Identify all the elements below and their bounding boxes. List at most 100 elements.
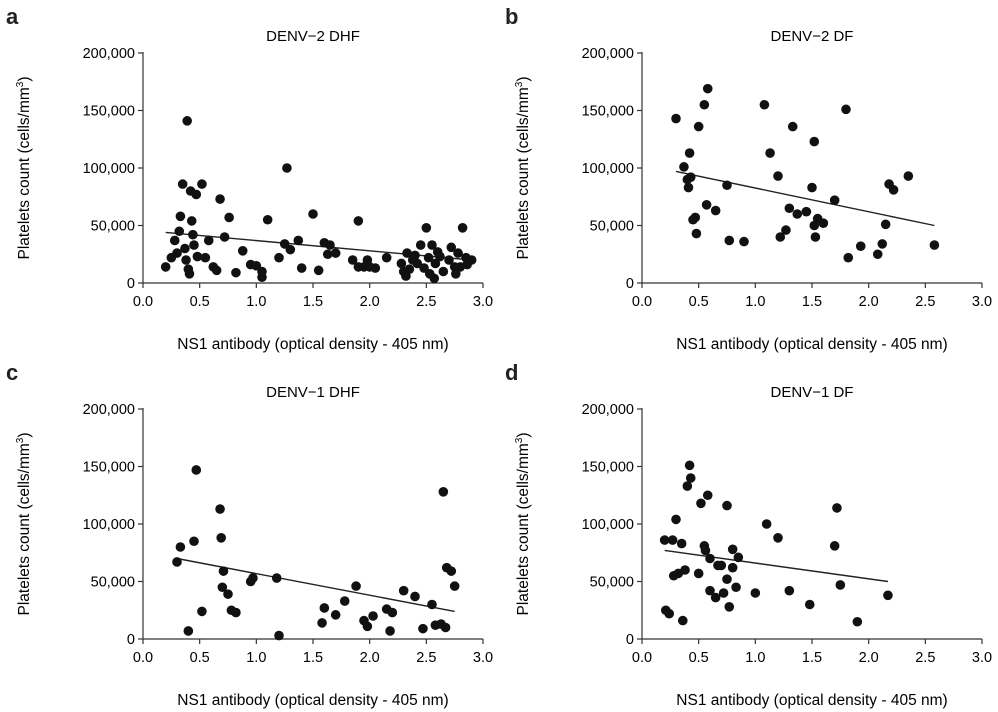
x-tick-label: 2.0 [360, 650, 380, 666]
data-point [169, 235, 180, 246]
y-tick-label: 50,000 [590, 575, 634, 591]
y-tick-label: 0 [127, 276, 135, 292]
panel-letter: a [6, 4, 19, 29]
data-point [197, 179, 207, 189]
data-point [718, 588, 729, 598]
data-point [410, 591, 420, 602]
data-point [731, 582, 741, 593]
data-point [160, 262, 171, 272]
panel-letter: c [6, 360, 19, 385]
data-point [219, 232, 230, 242]
data-point [317, 618, 327, 628]
data-point [203, 235, 214, 246]
data-point [182, 116, 192, 126]
data-point [285, 244, 296, 255]
data-point [710, 205, 721, 216]
data-point [684, 460, 695, 471]
data-point [700, 545, 711, 556]
panel-c: c DENV−1 DHF 0 50,000 100,000 150,000 200,000… [0, 356, 499, 712]
data-point [724, 602, 735, 612]
data-point [765, 148, 775, 158]
data-point [684, 148, 695, 158]
y-tick-label: 50,000 [91, 575, 135, 591]
data-point [444, 255, 454, 265]
data-point [781, 225, 791, 235]
x-axis-label: NS1 antibody (optical density - 405 nm) [676, 336, 947, 353]
y-axis-label: Platelets count (cells/mm3) [514, 432, 532, 615]
data-point [446, 566, 457, 576]
data-point [430, 258, 441, 269]
data-point [192, 251, 203, 262]
data-point [224, 212, 234, 223]
data-point [750, 588, 761, 598]
trend-line [165, 231, 472, 261]
data-point [427, 240, 437, 250]
y-tick-label: 50,000 [91, 219, 135, 235]
trend-line [664, 549, 889, 583]
data-point [702, 490, 713, 501]
data-point [676, 538, 687, 549]
data-point [183, 626, 194, 636]
data-point [690, 212, 701, 223]
data-point [381, 252, 392, 263]
data-point [705, 553, 715, 564]
panel-a: a DENV−2 DHF 0 50,000 100,000 150,000 200,000… [0, 0, 499, 356]
x-tick-label: 0.0 [632, 294, 652, 310]
data-point [175, 211, 186, 222]
chart-title: DENV−2 DF [771, 28, 854, 45]
scatter-plot-c: DENV−1 DHF 0 50,000 100,000 150,000 200,000 0.… [15, 384, 493, 709]
data-point [710, 592, 721, 603]
data-point [189, 536, 199, 547]
data-point [370, 263, 381, 273]
x-axis-label: NS1 antibody (optical density - 405 nm) [177, 336, 448, 353]
panel-letter: d [505, 360, 519, 385]
data-point [680, 565, 690, 575]
x-tick-label: 0.5 [190, 294, 210, 310]
x-tick-label: 2.5 [416, 650, 436, 666]
data-point [702, 83, 713, 94]
data-point [274, 630, 284, 641]
x-tick-label: 3.0 [473, 294, 493, 310]
x-tick-label: 2.5 [915, 650, 935, 666]
y-tick-label: 200,000 [83, 46, 135, 62]
y-tick-label: 50,000 [590, 219, 634, 235]
data-point [308, 209, 318, 219]
data-point [733, 552, 744, 563]
x-tick-label: 1.5 [802, 294, 822, 310]
data-point [671, 113, 681, 124]
data-point [659, 535, 670, 545]
data-point [877, 239, 888, 249]
x-tick-label: 1.0 [246, 650, 266, 666]
data-point [351, 581, 361, 591]
data-point [727, 544, 738, 555]
data-point [216, 533, 226, 543]
data-point [429, 273, 440, 284]
data-point [440, 622, 451, 633]
y-tick-label: 150,000 [582, 460, 634, 476]
data-point [841, 104, 851, 115]
x-tick-label: 3.0 [972, 650, 992, 666]
data-point [722, 180, 732, 191]
data-point [218, 566, 229, 576]
data-point [451, 269, 461, 279]
data-point [248, 573, 258, 583]
data-point [412, 258, 423, 269]
x-tick-label: 2.5 [416, 294, 436, 310]
y-tick-label: 150,000 [582, 104, 634, 120]
data-point [773, 171, 783, 181]
data-point [174, 226, 185, 237]
data-point [784, 203, 795, 214]
data-point [368, 611, 378, 621]
data-point [880, 219, 891, 230]
data-point [775, 232, 786, 242]
data-point [175, 542, 186, 552]
data-point [330, 610, 341, 620]
y-tick-label: 150,000 [83, 104, 135, 120]
data-point [872, 249, 883, 260]
data-point [180, 243, 190, 254]
data-point [271, 573, 282, 583]
x-tick-label: 1.0 [246, 294, 266, 310]
data-point [339, 596, 350, 606]
data-point [189, 240, 199, 250]
data-point [843, 252, 854, 263]
